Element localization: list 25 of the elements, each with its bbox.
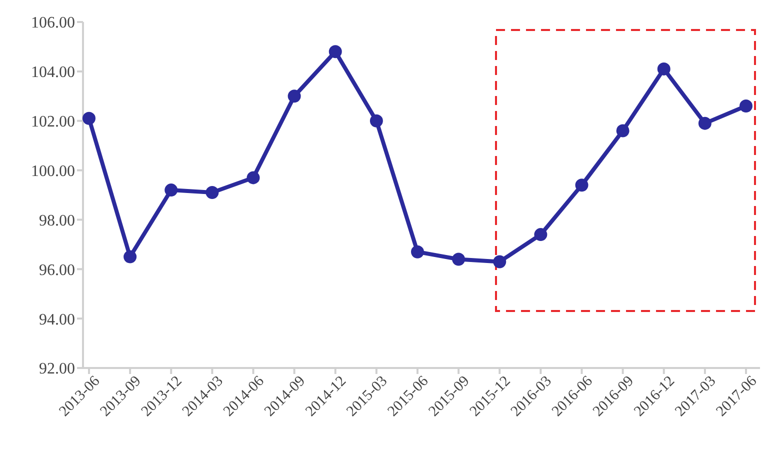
y-tick-label: 96.00	[39, 262, 75, 279]
point	[246, 171, 260, 184]
y-tick-label: 106.00	[31, 14, 75, 32]
y-tick-label: 100.00	[31, 162, 75, 180]
point	[411, 245, 424, 258]
point	[82, 112, 96, 125]
point	[698, 116, 712, 130]
point	[328, 45, 342, 58]
point	[452, 252, 466, 266]
point	[206, 186, 219, 200]
y-tick-label: 98.00	[39, 212, 75, 230]
point	[493, 255, 506, 268]
y-tick-label: 102.00	[31, 114, 75, 131]
point	[616, 124, 630, 138]
point	[124, 250, 137, 264]
point	[288, 90, 301, 103]
point	[164, 184, 178, 197]
point	[370, 114, 383, 128]
y-tick-label: 104.00	[31, 64, 75, 82]
point	[575, 178, 588, 192]
point	[740, 100, 752, 113]
y-tick-label: 94.00	[39, 311, 75, 328]
y-tick-label: 92.00	[39, 360, 75, 378]
point	[534, 228, 548, 242]
point	[657, 62, 670, 76]
